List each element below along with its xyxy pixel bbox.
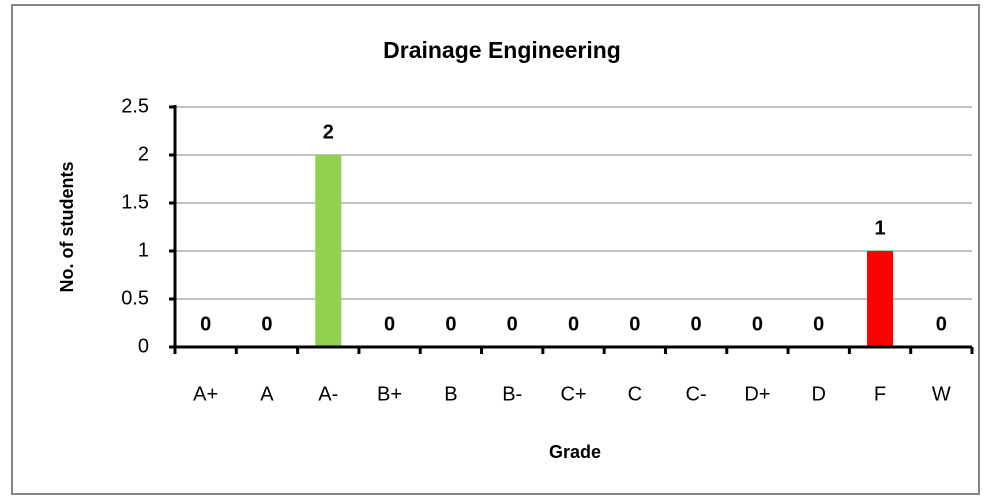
x-tick-label: A- [318, 383, 338, 405]
y-tick-label: 2.5 [121, 95, 149, 117]
y-tick-label: 2 [138, 143, 149, 165]
data-label: 0 [752, 313, 763, 335]
bar [315, 155, 342, 347]
data-label: 0 [384, 313, 395, 335]
x-tick-label: C [628, 383, 642, 405]
y-tick-label: 1.5 [121, 191, 149, 213]
x-tick-label: B+ [377, 383, 402, 405]
x-tick-label: W [932, 383, 951, 405]
chart-title: Drainage Engineering [383, 37, 621, 63]
data-label: 0 [936, 313, 947, 335]
y-tick-label: 0.5 [121, 287, 149, 309]
x-tick-label: D+ [744, 383, 770, 405]
x-tick-label: C- [686, 383, 707, 405]
data-label: 0 [813, 313, 824, 335]
x-tick-label: B [444, 383, 457, 405]
x-tick-label: C+ [560, 383, 586, 405]
data-label: 0 [568, 313, 579, 335]
y-tick-label: 1 [138, 239, 149, 261]
x-tick-label: A [260, 383, 274, 405]
x-tick-label: F [874, 383, 886, 405]
data-label: 0 [691, 313, 702, 335]
x-tick-label: D [812, 383, 826, 405]
data-label: 0 [507, 313, 518, 335]
y-tick-label: 0 [138, 335, 149, 357]
data-label: 0 [445, 313, 456, 335]
data-label: 0 [200, 313, 211, 335]
y-axis-label: No. of students [57, 162, 77, 293]
data-label: 1 [874, 217, 885, 239]
data-label: 2 [323, 121, 334, 143]
x-tick-label: B- [502, 383, 522, 405]
data-label: 0 [261, 313, 272, 335]
data-label: 0 [629, 313, 640, 335]
x-axis-label: Grade [549, 442, 601, 462]
bar [867, 251, 894, 347]
chart-border [11, 4, 980, 495]
x-tick-label: A+ [193, 383, 218, 405]
